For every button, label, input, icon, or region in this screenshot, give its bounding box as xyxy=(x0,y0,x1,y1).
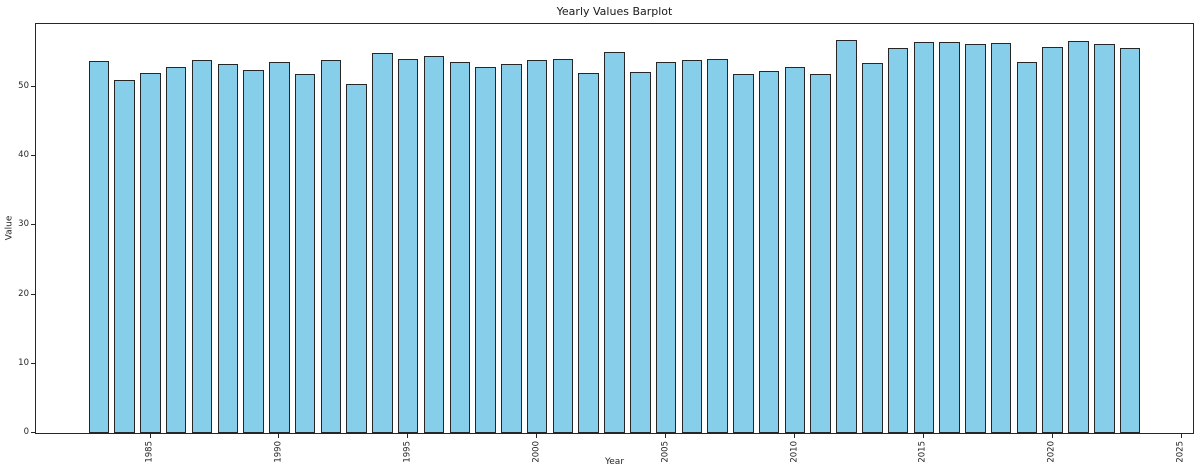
bar-2009 xyxy=(758,70,780,433)
x-tick-mark-2000 xyxy=(536,434,538,438)
x-tick-mark-1995 xyxy=(407,434,409,438)
bar-1987 xyxy=(191,60,213,433)
y-tick-mark-0 xyxy=(31,432,35,433)
y-tick-label-0: 0 xyxy=(23,427,29,437)
bar-2021 xyxy=(1068,41,1089,433)
bar-1998 xyxy=(475,66,496,433)
bar-2001 xyxy=(552,59,574,433)
y-tick-mark-40 xyxy=(31,154,35,156)
x-tick-mark-1990 xyxy=(278,434,280,438)
bar-2004 xyxy=(630,72,651,433)
x-tick-mark-2015 xyxy=(922,434,924,438)
bar-2007 xyxy=(707,59,728,433)
bar-2011 xyxy=(810,73,831,433)
x-tick-mark-1985 xyxy=(149,434,151,438)
bar-2006 xyxy=(681,60,703,433)
bar-1992 xyxy=(320,60,342,433)
x-tick-mark-2020 xyxy=(1051,434,1053,438)
bar-2000 xyxy=(526,59,548,433)
bar-2002 xyxy=(578,72,599,433)
bar-2010 xyxy=(784,67,806,433)
y-axis-label: Value xyxy=(4,215,15,241)
bar-1999 xyxy=(501,63,522,433)
bar-2023 xyxy=(1119,47,1141,433)
bar-2016 xyxy=(939,42,960,433)
bar-2020 xyxy=(1042,46,1063,433)
bar-2022 xyxy=(1094,44,1115,433)
y-tick-mark-30 xyxy=(31,224,35,226)
bar-2015 xyxy=(913,41,935,433)
bar-2014 xyxy=(887,47,909,433)
bar-1994 xyxy=(372,52,393,433)
chart-title: Yearly Values Barplot xyxy=(556,5,673,18)
x-axis-label: Year xyxy=(604,457,625,467)
bar-1995 xyxy=(397,59,419,433)
bar-1988 xyxy=(217,63,239,433)
y-tick-mark-20 xyxy=(31,293,35,295)
y-tick-label-50: 50 xyxy=(18,80,29,91)
bar-1985 xyxy=(140,72,161,433)
bar-2018 xyxy=(990,43,1012,433)
bar-2017 xyxy=(965,44,986,433)
bar-1989 xyxy=(243,70,264,433)
bar-1997 xyxy=(449,62,471,433)
bar-2008 xyxy=(733,73,754,433)
x-tick-mark-2010 xyxy=(794,434,795,438)
y-tick-label-20: 20 xyxy=(18,288,29,299)
x-tick-mark-2025 xyxy=(1180,434,1182,438)
bar-1993 xyxy=(346,83,367,433)
bar-1991 xyxy=(294,74,316,433)
plot-area xyxy=(35,23,1194,434)
y-tick-label-10: 10 xyxy=(18,357,29,368)
bar-2013 xyxy=(862,63,883,433)
y-tick-label-40: 40 xyxy=(18,149,29,160)
x-tick-mark-2005 xyxy=(665,434,667,438)
y-tick-mark-50 xyxy=(31,85,35,87)
y-tick-label-30: 30 xyxy=(18,219,29,230)
y-tick-mark-10 xyxy=(31,362,35,364)
bar-1990 xyxy=(269,61,290,433)
bar-1984 xyxy=(114,79,135,433)
bar-2019 xyxy=(1016,61,1038,433)
bar-1986 xyxy=(165,66,187,433)
bar-2005 xyxy=(655,62,677,433)
bar-1983 xyxy=(88,61,110,433)
bar-1996 xyxy=(423,56,445,433)
bar-2003 xyxy=(604,52,625,433)
bar-2012 xyxy=(836,40,857,433)
